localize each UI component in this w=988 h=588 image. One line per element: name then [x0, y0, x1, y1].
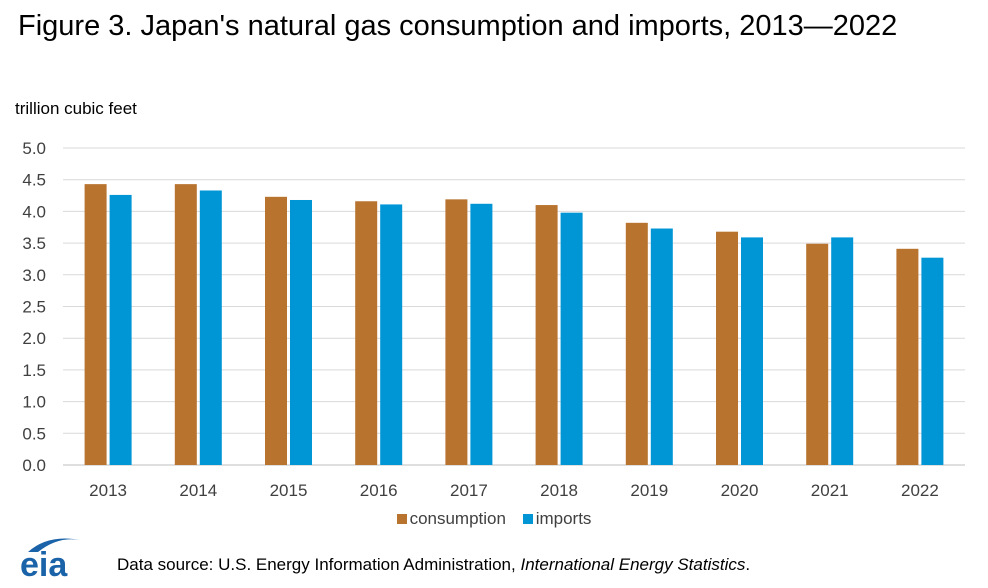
y-tick-label: 0.0 [22, 456, 46, 475]
x-tick-label: 2021 [811, 481, 849, 500]
bar-imports-2021 [831, 237, 854, 465]
x-tick-label: 2019 [630, 481, 668, 500]
x-tick-label: 2018 [540, 481, 578, 500]
y-tick-label: 3.0 [22, 266, 46, 285]
y-tick-label: 3.5 [22, 234, 46, 253]
legend-label-imports: imports [535, 509, 592, 528]
bar-consumption-2019 [625, 222, 648, 465]
bar-consumption-2022 [896, 248, 919, 465]
x-tick-label: 2013 [89, 481, 127, 500]
y-tick-label: 4.5 [22, 171, 46, 190]
bar-imports-2014 [199, 190, 222, 465]
y-tick-label: 0.5 [22, 424, 46, 443]
bar-imports-2015 [290, 199, 312, 465]
bar-imports-2022 [921, 257, 944, 465]
chart-title: Figure 3. Japan's natural gas consumptio… [18, 10, 898, 42]
legend-item-imports: imports [522, 509, 592, 529]
x-tick-label: 2017 [450, 481, 488, 500]
eia-logo: eia [20, 538, 80, 584]
y-tick-label: 2.0 [22, 329, 46, 348]
source-suffix: . [745, 555, 751, 574]
y-tick-label: 4.0 [22, 202, 46, 221]
bar-consumption-2015 [265, 196, 287, 465]
gridlines [63, 147, 965, 466]
bar-imports-2019 [650, 228, 673, 465]
bar-consumption-2016 [355, 201, 378, 466]
y-tick-label: 1.5 [22, 361, 46, 380]
y-tick-label: 5.0 [22, 139, 46, 158]
x-axis-ticks: 2013 2014 2015 2016 2017 2018 2019 2020 2021 2022 [89, 481, 939, 500]
bar-consumption-2017 [445, 199, 468, 465]
bar-imports-2016 [380, 204, 403, 465]
data-source: Data source: U.S. Energy Information Adm… [117, 555, 750, 575]
x-tick-label: 2020 [721, 481, 759, 500]
bar-consumption-2013 [84, 184, 107, 465]
y-axis-label: trillion cubic feet [15, 99, 137, 118]
x-tick-label: 2022 [901, 481, 939, 500]
bar-imports-2017 [470, 203, 493, 466]
bar-imports-2013 [109, 194, 132, 465]
source-title: International Energy Statistics [520, 555, 746, 574]
bar-imports-2018 [560, 212, 583, 465]
footer: eia Data source: U.S. Energy Information… [0, 530, 988, 588]
legend-swatch-consumption [396, 514, 407, 524]
bar-consumption-2021 [806, 243, 829, 465]
y-tick-label: 2.5 [22, 298, 46, 317]
source-prefix: Data source: U.S. Energy Information Adm… [117, 555, 521, 574]
x-tick-label: 2014 [179, 481, 217, 500]
legend-label-consumption: consumption [409, 509, 506, 528]
bar-consumption-2020 [716, 231, 738, 465]
y-axis-ticks: 0.0 0.5 1.0 1.5 2.0 2.5 3.0 3.5 4.0 4.5 5.0 [22, 139, 46, 475]
legend-swatch-imports [522, 514, 533, 524]
y-tick-label: 1.0 [22, 393, 46, 412]
x-tick-label: 2016 [360, 481, 398, 500]
legend: consumption imports [0, 509, 988, 529]
bar-consumption-2018 [535, 205, 558, 465]
bar-chart: trillion cubic feet 0.0 0.5 1.0 1.5 2.0 2.5 3.… [15, 99, 965, 500]
bars [84, 184, 944, 466]
logo-text: eia [20, 546, 68, 584]
legend-item-consumption: consumption [396, 509, 506, 529]
bar-consumption-2014 [174, 184, 197, 465]
x-tick-label: 2015 [270, 481, 308, 500]
bar-imports-2020 [741, 237, 763, 465]
